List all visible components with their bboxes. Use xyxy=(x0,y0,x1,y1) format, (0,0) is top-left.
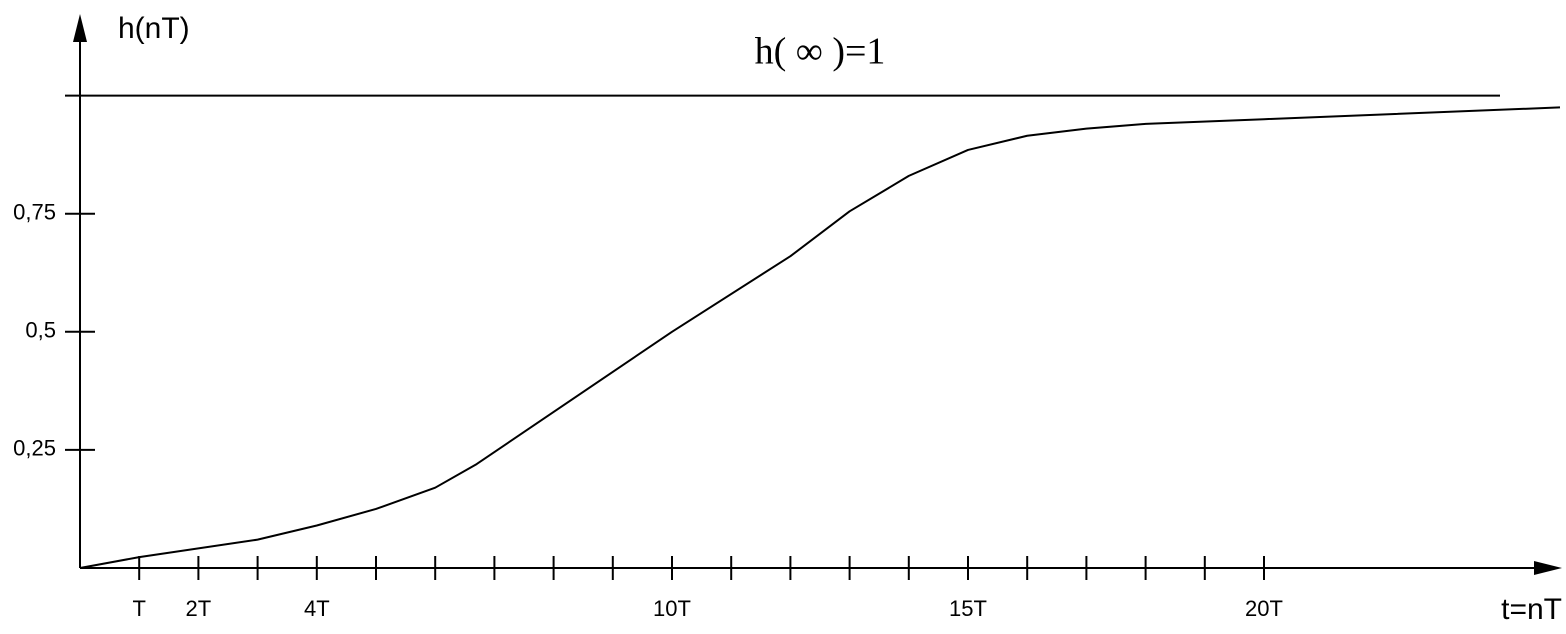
reference-label: h( ∞ )=1 xyxy=(755,31,886,73)
x-tick-label: T xyxy=(132,596,145,621)
x-tick-label: 15T xyxy=(949,596,987,621)
x-axis-label: t=nT xyxy=(1501,593,1562,626)
y-tick-label: 0,5 xyxy=(25,318,56,343)
y-tick-label: 0,75 xyxy=(13,200,56,225)
x-tick-label: 4T xyxy=(304,596,330,621)
y-axis-label: h(nT) xyxy=(118,12,190,45)
response-curve xyxy=(79,106,1561,569)
x-axis-arrow xyxy=(1534,561,1562,575)
y-tick-label: 0,25 xyxy=(13,436,56,461)
x-tick-label: 2T xyxy=(186,596,212,621)
x-tick-label: 10T xyxy=(653,596,691,621)
x-tick-label: 20T xyxy=(1245,596,1283,621)
y-axis-arrow xyxy=(73,14,87,42)
